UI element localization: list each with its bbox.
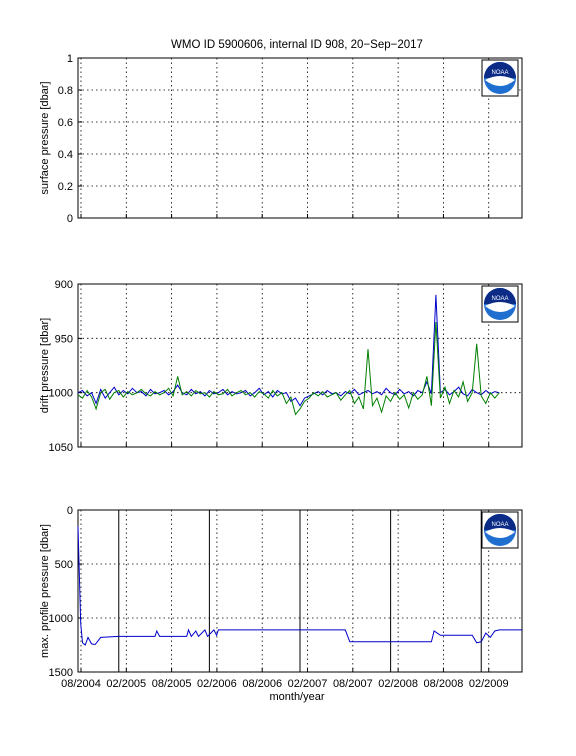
x-tick-label-2: 08/2005 xyxy=(152,678,192,690)
drift-logo-gull xyxy=(485,302,515,312)
profile-logo-gull xyxy=(485,528,515,538)
profile-logo-text: NOAA xyxy=(491,522,508,528)
profile-ytick-label-0: 0 xyxy=(67,505,73,517)
profile-ytick-label-3: 1500 xyxy=(49,667,73,679)
drift-ytick-label-3: 1050 xyxy=(49,442,73,454)
x-tick-label-0: 08/2004 xyxy=(61,678,101,690)
profile-ytick-label-2: 1000 xyxy=(49,613,73,625)
surface-ytick-label-2: 0.4 xyxy=(58,149,73,161)
x-axis-label: month/year xyxy=(269,691,324,703)
surface-axes-box xyxy=(77,57,523,219)
surface-ytick-label-0: 0 xyxy=(67,213,73,225)
x-tick-label-4: 08/2006 xyxy=(242,678,282,690)
surface-logo-gull xyxy=(485,76,515,86)
surface-ytick-label-3: 0.6 xyxy=(58,117,73,129)
drift-logo-top xyxy=(484,288,516,304)
profile-y-axis-label: max. profile pressure [dbar] xyxy=(39,524,51,658)
profile-series-line-0 xyxy=(77,526,522,646)
surface-logo-top xyxy=(484,62,516,78)
drift-ytick-label-2: 1000 xyxy=(49,388,73,400)
x-tick-label-8: 08/2008 xyxy=(424,678,464,690)
drift-series-line-1 xyxy=(77,321,500,416)
x-tick-label-9: 02/2009 xyxy=(469,678,509,690)
drift-axes-box xyxy=(77,283,523,448)
x-tick-label-6: 08/2007 xyxy=(333,678,373,690)
x-tick-label-5: 02/2007 xyxy=(288,678,328,690)
drift-ytick-label-1: 950 xyxy=(55,333,73,345)
x-tick-label-1: 02/2005 xyxy=(106,678,146,690)
drift-logo-text: NOAA xyxy=(491,296,508,302)
figure-title: WMO ID 5900606, internal ID 908, 20−Sep−… xyxy=(171,39,423,51)
surface-ytick-label-5: 1 xyxy=(67,53,73,65)
drift-y-axis-label: drift pressure [dbar] xyxy=(39,318,51,413)
surface-y-axis-label: surface pressure [dbar] xyxy=(39,81,51,194)
surface-ytick-label-1: 0.2 xyxy=(58,181,73,193)
profile-logo-top xyxy=(484,514,516,530)
x-tick-label-3: 02/2006 xyxy=(197,678,237,690)
x-tick-label-7: 02/2008 xyxy=(378,678,418,690)
profile-ytick-label-1: 500 xyxy=(55,559,73,571)
surface-ytick-label-4: 0.8 xyxy=(58,85,73,97)
surface-logo-text: NOAA xyxy=(491,70,508,76)
drift-ytick-label-0: 900 xyxy=(55,279,73,291)
